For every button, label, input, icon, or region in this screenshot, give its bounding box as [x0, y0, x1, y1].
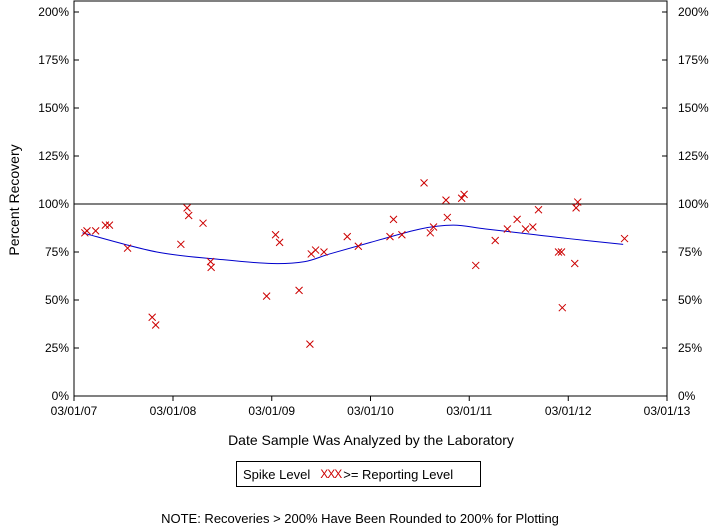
data-point: [151, 321, 160, 329]
data-point: [460, 190, 468, 199]
data-point: [311, 246, 320, 254]
data-point: [386, 232, 394, 241]
data-point: [184, 211, 193, 220]
data-point: [91, 227, 100, 235]
y-tick-label-left: 200%: [38, 5, 69, 19]
y-tick-label-right: 75%: [678, 245, 702, 259]
data-point: [554, 248, 563, 256]
y-tick-label-left: 125%: [38, 149, 69, 163]
trend-line: [82, 224, 624, 265]
x-axis: 03/01/07 03/01/08 03/01/09 03/01/10 03/01/11…: [51, 396, 691, 418]
data-points: [80, 179, 629, 349]
data-point: [491, 236, 500, 245]
data-point: [105, 221, 114, 229]
data-point: [199, 219, 207, 228]
y-tick-label-left: 175%: [38, 53, 69, 67]
data-point: [558, 303, 567, 312]
x-tick-label: 03/01/09: [248, 404, 295, 418]
data-point: [620, 234, 629, 243]
data-point: [343, 232, 352, 241]
x-tick-label: 03/01/11: [446, 404, 492, 418]
data-point: [148, 313, 157, 322]
data-point: [207, 263, 216, 272]
y-tick-label-left: 75%: [45, 245, 69, 259]
y-tick-label-right: 200%: [678, 5, 709, 19]
data-point: [503, 225, 512, 233]
plot-area: [73, 0, 668, 397]
x-tick-label: 03/01/12: [545, 404, 592, 418]
data-point: [101, 221, 110, 229]
data-point: [426, 228, 435, 237]
legend-spike-label: Spike Level: [243, 466, 311, 482]
x-tick-label: 03/01/08: [150, 404, 197, 418]
data-point: [557, 248, 566, 256]
data-point: [183, 203, 191, 212]
data-point: [262, 292, 271, 301]
y-tick-label-left: 0%: [52, 389, 70, 403]
y-tick-label-right: 150%: [678, 101, 709, 115]
data-point: [534, 205, 543, 214]
x-tick-label: 03/01/13: [644, 404, 691, 418]
data-point: [295, 286, 303, 295]
data-point: [513, 215, 521, 224]
data-point: [398, 230, 406, 239]
y-tick-label-left: 150%: [38, 101, 69, 115]
data-point: [572, 203, 580, 212]
data-point: [354, 242, 363, 251]
x-tick-label: 03/01/07: [51, 404, 98, 418]
data-point: [123, 244, 132, 253]
data-point: [306, 340, 314, 349]
data-point: [177, 240, 185, 249]
y-tick-label-left: 100%: [38, 197, 69, 211]
legend-x-marker: XXX: [320, 467, 342, 481]
legend-series-label: >= Reporting Level: [343, 466, 454, 482]
plot-note: NOTE: Recoveries > 200% Have Been Rounde…: [161, 511, 559, 526]
y-tick-label-left: 50%: [45, 293, 69, 307]
data-point: [471, 261, 480, 270]
data-point: [275, 238, 284, 247]
data-point: [443, 213, 452, 222]
y-tick-label-right: 125%: [678, 149, 709, 163]
y-tick-label-right: 25%: [678, 341, 702, 355]
legend: Spike Level XXX >= Reporting Level: [236, 461, 481, 487]
y-axis-title: Percent Recovery: [6, 144, 22, 255]
data-point: [442, 196, 450, 205]
data-point: [420, 179, 428, 187]
y-axis: 0% 0% 25% 25% 50% 50% 75% 75% 100% 100% 125% 125% 15…: [38, 5, 709, 403]
data-point: [573, 198, 582, 206]
data-point: [271, 230, 280, 239]
data-point: [83, 227, 91, 235]
y-tick-label-right: 175%: [678, 53, 709, 67]
x-axis-title: Date Sample Was Analyzed by the Laborato…: [228, 432, 514, 448]
data-point: [429, 223, 438, 231]
y-tick-label-right: 50%: [678, 293, 702, 307]
x-tick-label: 03/01/10: [347, 404, 394, 418]
data-point: [389, 215, 398, 224]
data-point: [457, 194, 466, 203]
data-point: [528, 223, 537, 231]
y-tick-label-left: 25%: [45, 341, 69, 355]
data-point: [320, 248, 328, 256]
y-tick-label-right: 100%: [678, 197, 709, 211]
y-tick-label-right: 0%: [678, 389, 696, 403]
data-point: [570, 259, 579, 268]
data-point: [521, 225, 530, 233]
